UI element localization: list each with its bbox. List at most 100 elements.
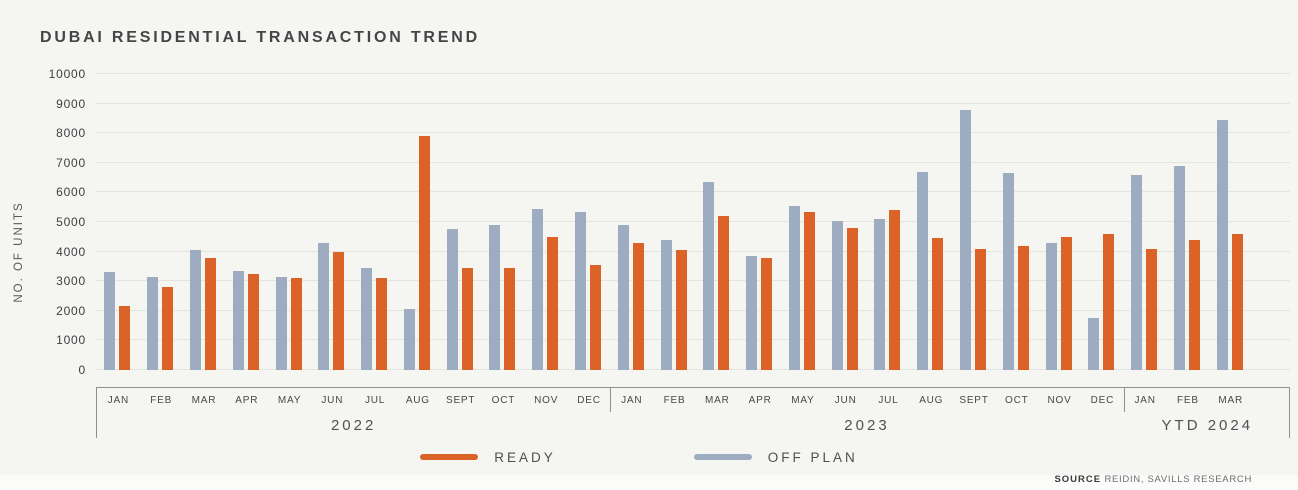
bar-off-plan	[788, 205, 800, 370]
month-label: APR	[235, 395, 259, 406]
gridline	[96, 309, 1290, 311]
bar-ready	[1188, 239, 1200, 370]
bar-off-plan	[361, 267, 373, 370]
month-label: APR	[748, 395, 772, 406]
bar-ready	[119, 306, 131, 370]
legend-label-off-plan: OFF PLAN	[767, 449, 858, 465]
gridline	[96, 250, 1290, 252]
bar-ready	[1231, 233, 1243, 370]
month-label: DEC	[1090, 395, 1115, 406]
x-axis: JAN FEB MAR APR MAY JUN JUL AUG SEPT OCT NOV DEC JAN…	[96, 387, 1290, 438]
bar-ready	[247, 273, 259, 370]
month-label: JUN	[834, 395, 857, 406]
bar-ready	[290, 278, 302, 370]
month-label: JAN	[1134, 395, 1156, 406]
bar-group	[1166, 74, 1209, 370]
bar-group	[524, 74, 567, 370]
month-labels-row: JAN FEB MAR APR MAY JUN JUL AUG SEPT OCT NOV DEC JAN…	[97, 388, 1252, 406]
year-label: 2022	[330, 417, 377, 434]
year-label: YTD 2024	[1161, 417, 1254, 434]
bottom-strip	[0, 475, 1298, 490]
bar-ready	[547, 236, 559, 370]
bar-series-area	[96, 74, 1251, 370]
month-label: SEPT	[445, 395, 476, 406]
legend-item-off-plan: OFF PLAN	[693, 449, 858, 465]
bar-ready	[718, 216, 730, 370]
bar-off-plan	[532, 208, 544, 370]
y-tick-label: 7000	[56, 155, 86, 170]
bar-off-plan	[1173, 165, 1185, 370]
bar-ready	[204, 257, 216, 370]
source-text: REIDIN, SAVILLS RESEARCH	[1101, 474, 1252, 485]
plot-area	[96, 73, 1290, 370]
month-label: DEC	[577, 395, 601, 406]
bar-off-plan	[275, 276, 287, 370]
bar-off-plan	[104, 272, 116, 370]
bar-group	[395, 74, 438, 370]
bar-group	[909, 74, 952, 370]
month-label: JUL	[364, 395, 386, 406]
bar-ready	[589, 264, 601, 370]
year-separator	[610, 388, 612, 412]
bar-off-plan	[746, 256, 758, 370]
month-label: NOV	[1047, 395, 1072, 406]
bar-group	[224, 74, 267, 370]
month-label: JUL	[878, 395, 899, 406]
bar-group	[139, 74, 182, 370]
month-label: AUG	[405, 395, 430, 406]
gridline	[96, 339, 1290, 341]
bar-off-plan	[1131, 174, 1143, 370]
bar-off-plan	[703, 182, 715, 370]
month-label: FEB	[150, 395, 173, 406]
month-label: OCT	[1005, 395, 1029, 406]
month-label: OCT	[491, 395, 516, 406]
legend-swatch-off-plan	[693, 454, 752, 460]
chart-title: DUBAI RESIDENTIAL TRANSACTION TREND	[40, 29, 480, 46]
gridline	[96, 280, 1290, 282]
bar-off-plan	[831, 220, 843, 370]
bar-off-plan	[147, 276, 159, 370]
bar-ready	[162, 287, 174, 370]
month-label: FEB	[663, 395, 686, 406]
source-prefix: SOURCE	[1054, 474, 1102, 485]
bar-ready	[632, 242, 644, 370]
year-separator	[1123, 388, 1125, 412]
bar-group	[1080, 74, 1123, 370]
bar-group	[96, 74, 139, 370]
bar-off-plan	[917, 171, 929, 370]
bar-ready	[932, 238, 944, 370]
y-tick-label: 6000	[56, 185, 86, 200]
y-tick-label: 3000	[56, 274, 86, 289]
bar-ready	[1146, 248, 1158, 370]
gridline	[96, 221, 1290, 222]
month-label: MAR	[191, 395, 217, 406]
month-label: JAN	[107, 395, 130, 406]
source-note: SOURCE REIDIN, SAVILLS RESEARCH	[1054, 474, 1252, 485]
bar-group	[866, 74, 909, 370]
bar-off-plan	[1045, 242, 1057, 370]
y-tick-label: 0	[78, 363, 86, 377]
bar-ready	[1060, 236, 1072, 370]
bar-ready	[376, 278, 388, 370]
y-tick-label: 10000	[48, 67, 86, 81]
gridline	[96, 369, 1290, 370]
gridline	[96, 191, 1290, 193]
gridline	[96, 102, 1290, 104]
month-label: NOV	[534, 395, 559, 406]
bar-group	[994, 74, 1037, 370]
y-tick-label: 2000	[56, 303, 86, 318]
bar-ready	[846, 227, 858, 370]
bar-ready	[333, 251, 345, 370]
bar-group	[823, 74, 866, 370]
bar-ready	[1103, 233, 1115, 370]
bar-off-plan	[574, 211, 586, 370]
bar-group	[267, 74, 310, 370]
bar-group	[738, 74, 781, 370]
bar-off-plan	[232, 270, 244, 370]
bar-off-plan	[189, 250, 201, 370]
bar-off-plan	[489, 224, 501, 370]
bar-off-plan	[660, 239, 672, 370]
bar-ready	[504, 267, 516, 370]
bar-ready	[889, 210, 901, 370]
